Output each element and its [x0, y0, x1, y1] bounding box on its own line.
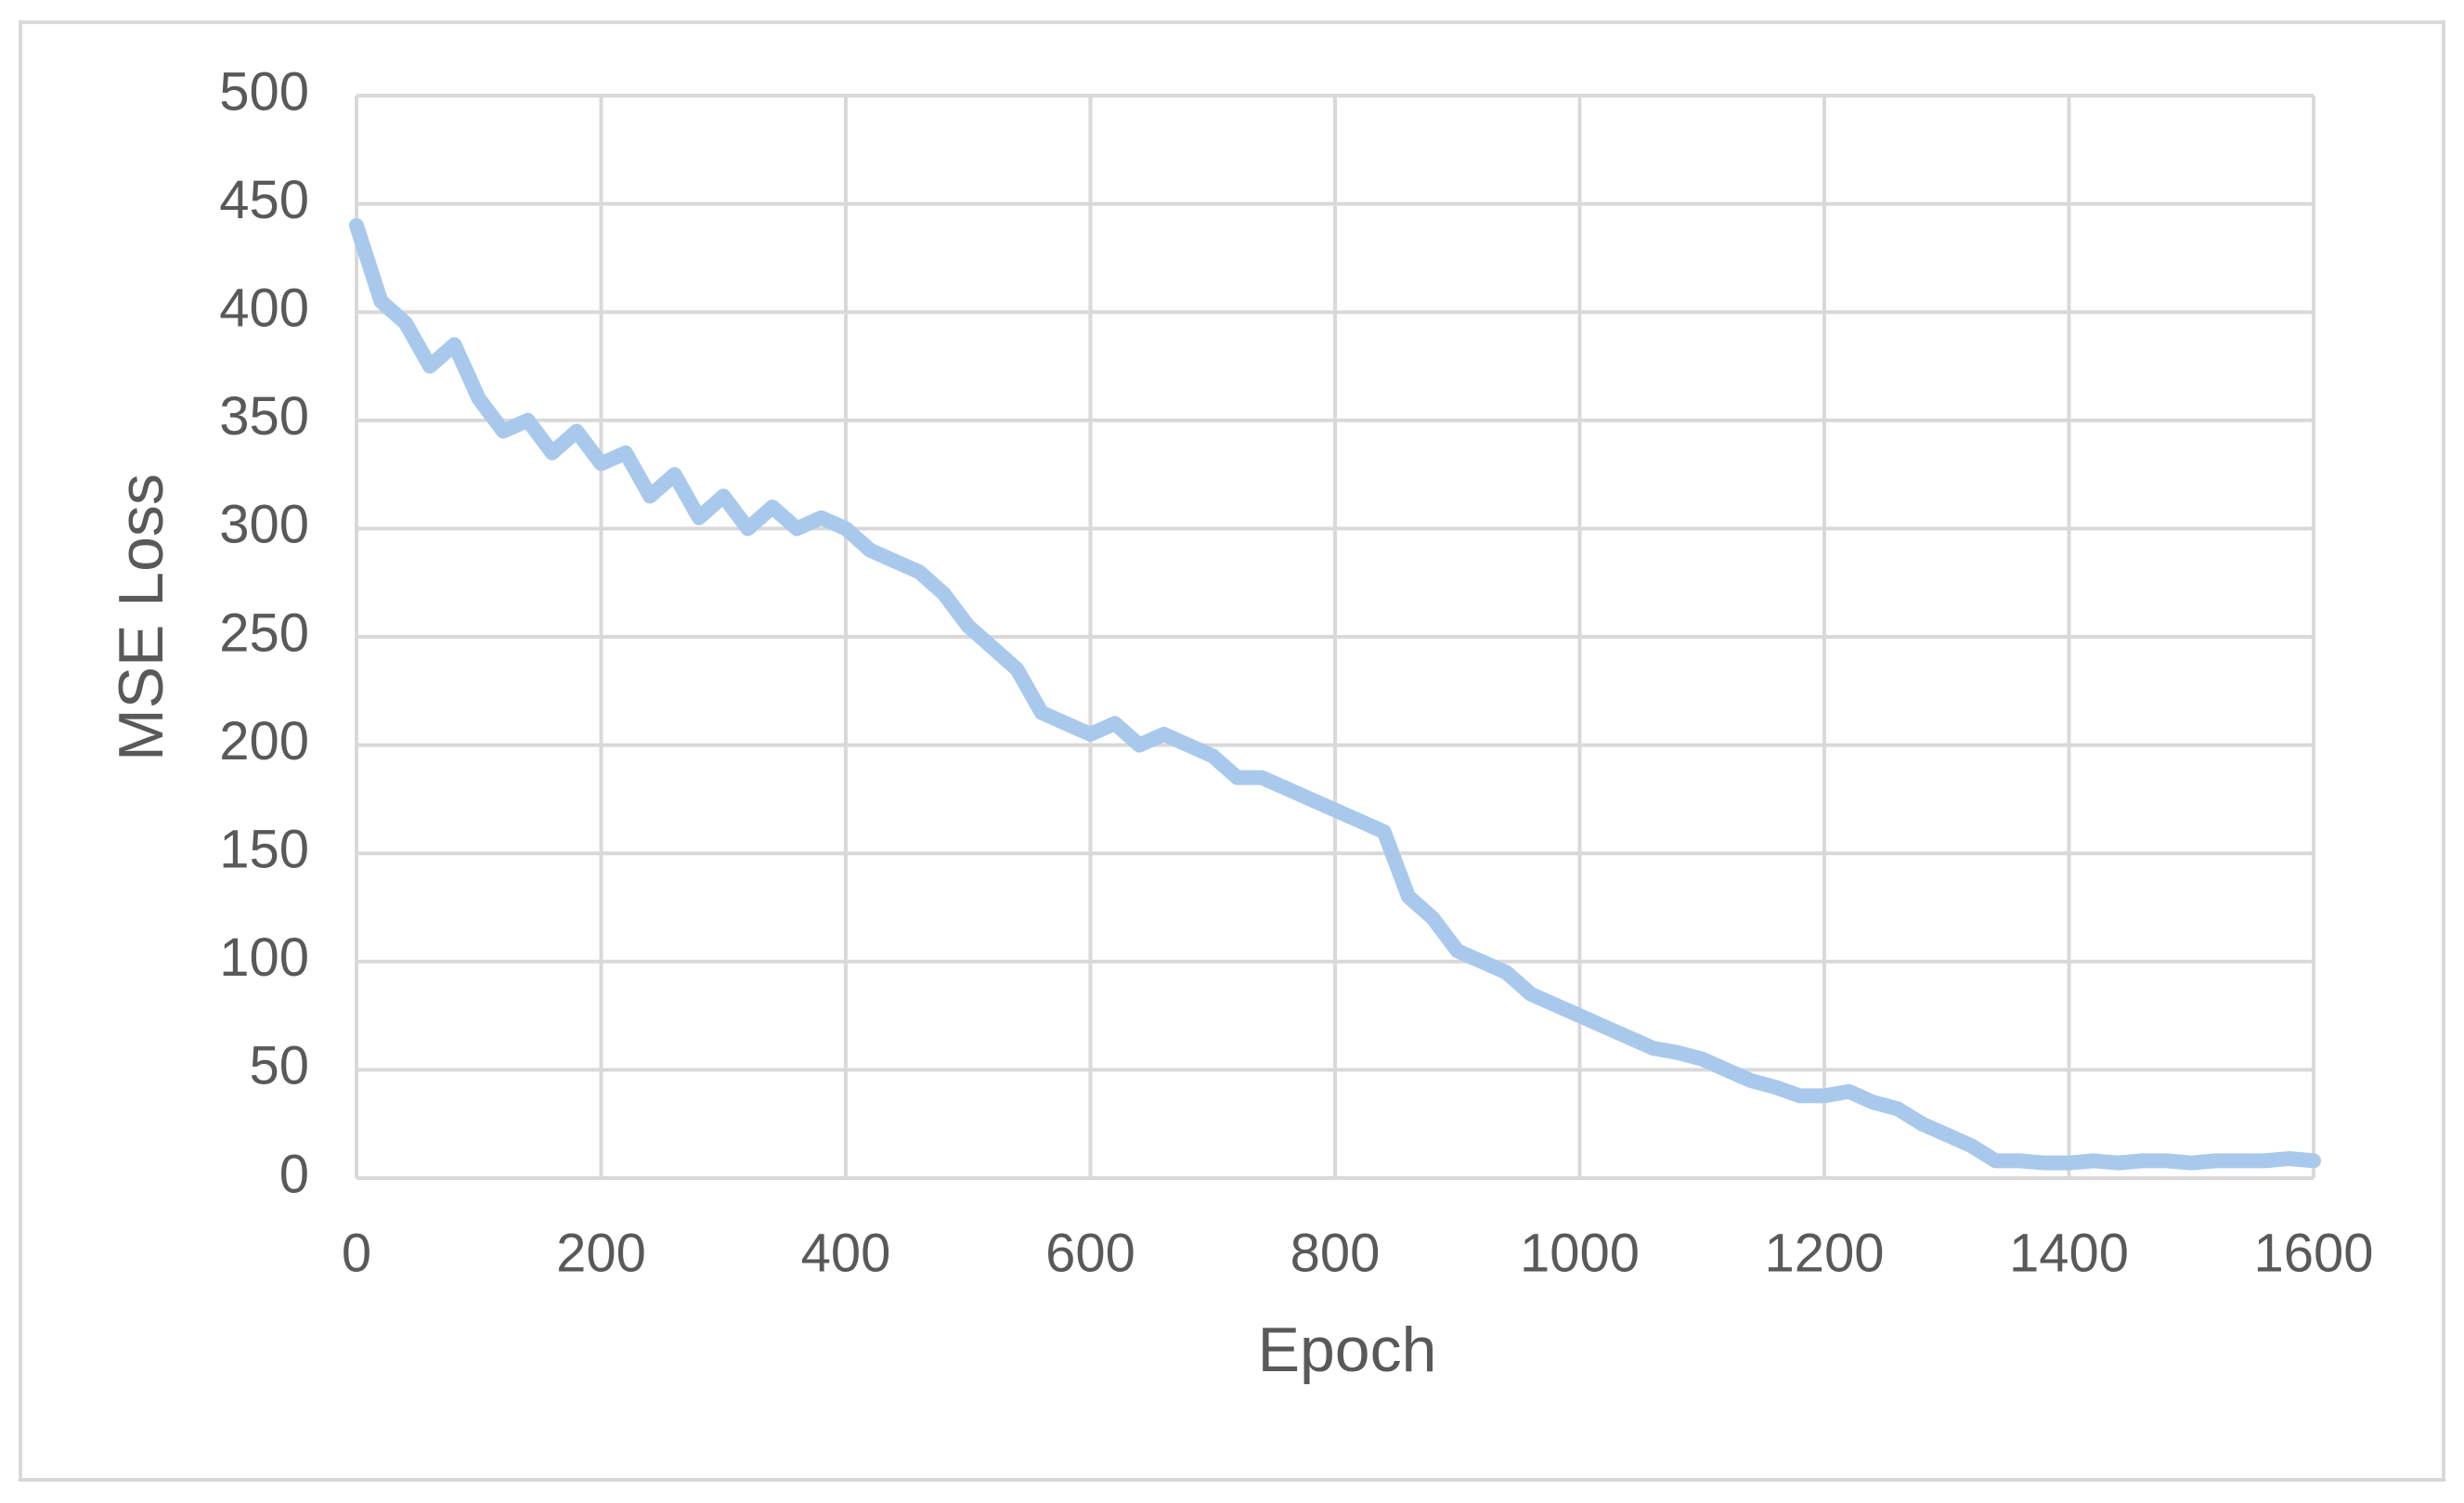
- y-tick-label: 50: [249, 1036, 309, 1096]
- x-tick-label: 200: [556, 1223, 646, 1283]
- y-axis-title: MSE Loss: [106, 473, 176, 761]
- x-tick-label: 1200: [1764, 1223, 1884, 1283]
- y-tick-label: 0: [279, 1144, 309, 1204]
- chart-frame: [19, 20, 2445, 1482]
- y-tick-label: 450: [219, 170, 309, 230]
- x-tick-label: 600: [1045, 1223, 1135, 1283]
- loss-line: [349, 217, 2321, 1171]
- y-tick-label: 250: [219, 602, 309, 663]
- y-tick-label: 200: [219, 711, 309, 771]
- x-tick-label: 1000: [1520, 1223, 1640, 1283]
- x-tick-label: 1600: [2253, 1223, 2373, 1283]
- y-tick-label: 300: [219, 495, 309, 555]
- x-axis-title: Epoch: [1258, 1315, 1437, 1385]
- y-tick-label: 150: [219, 820, 309, 880]
- y-tick-label: 400: [219, 279, 309, 339]
- y-tick-label: 500: [219, 61, 309, 122]
- y-tick-label: 350: [219, 386, 309, 447]
- x-tick-label: 0: [342, 1223, 371, 1283]
- x-tick-label: 1400: [2009, 1223, 2129, 1283]
- x-tick-label: 800: [1290, 1223, 1381, 1283]
- y-tick-label: 100: [219, 927, 309, 988]
- x-tick-label: 400: [801, 1223, 891, 1283]
